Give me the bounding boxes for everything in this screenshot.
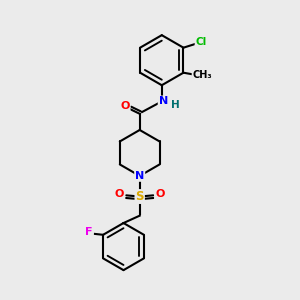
- Text: N: N: [159, 96, 168, 106]
- Text: H: H: [171, 100, 179, 110]
- Text: CH₃: CH₃: [193, 70, 212, 80]
- Text: O: O: [120, 101, 130, 111]
- Text: Cl: Cl: [196, 37, 207, 47]
- Text: N: N: [135, 171, 144, 181]
- Text: S: S: [135, 190, 144, 203]
- Text: O: O: [155, 189, 164, 199]
- Text: F: F: [85, 227, 93, 237]
- Text: O: O: [115, 189, 124, 199]
